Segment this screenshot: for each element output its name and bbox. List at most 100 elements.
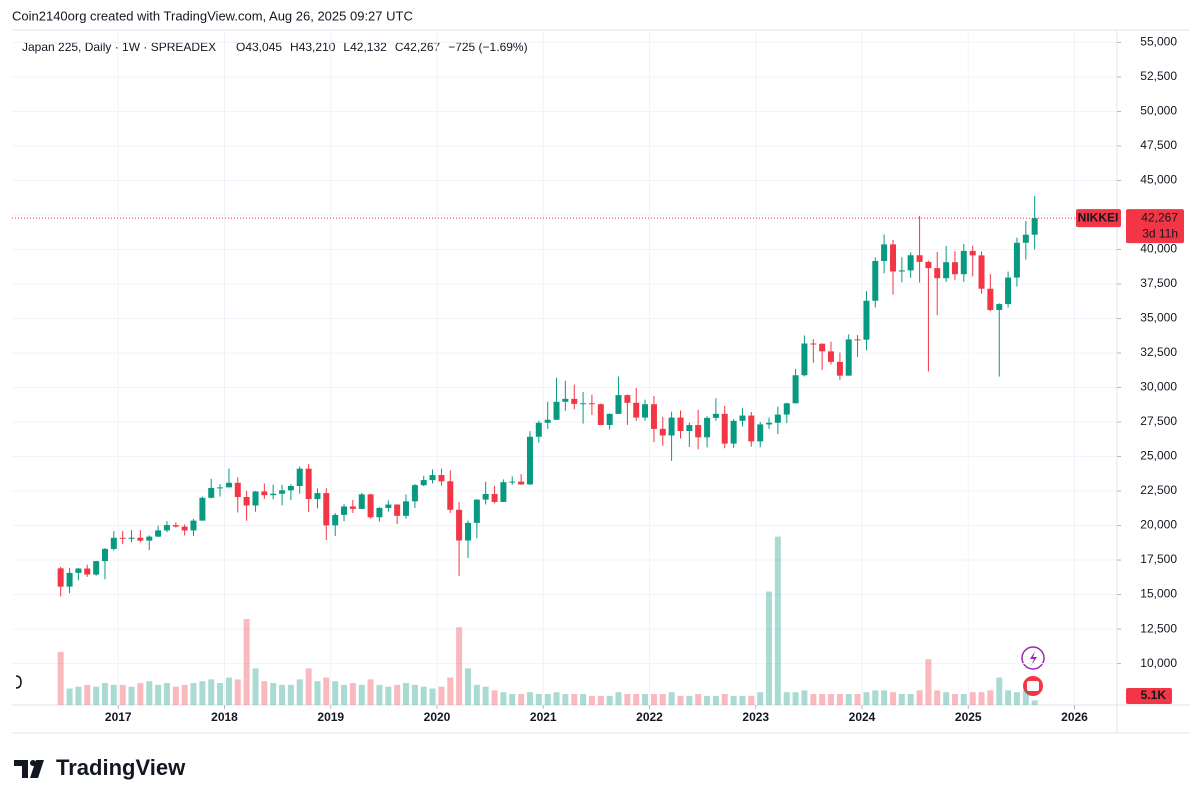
candle-body (146, 536, 153, 541)
candle-body (686, 425, 693, 432)
volume-bar (704, 695, 711, 705)
candle-body (783, 403, 790, 415)
candle-body (332, 514, 339, 526)
candle-body (234, 482, 241, 498)
candle-body (934, 268, 941, 279)
y-tick-label: 37,500 (1140, 276, 1177, 290)
volume-bar (358, 684, 365, 705)
volume-bar (429, 688, 436, 705)
volume-bar (827, 694, 834, 705)
candle-body (712, 413, 719, 418)
volume-bar (819, 694, 826, 705)
volume-bar (217, 683, 224, 705)
candle-body (181, 526, 188, 531)
y-tick-label: 47,500 (1140, 138, 1177, 152)
y-tick-label: 32,500 (1140, 345, 1177, 359)
volume-bar (951, 694, 958, 705)
volume-bar (987, 690, 994, 705)
legend-title: Japan 225, Daily · 1W · SPREADEX (22, 40, 216, 54)
candle-body (730, 420, 737, 444)
candle-body (473, 499, 480, 523)
candle-body (996, 304, 1003, 310)
brand: TradingView (56, 755, 186, 780)
volume-bar (75, 686, 82, 705)
x-tick-label: 2019 (317, 710, 344, 724)
volume-bar (686, 695, 693, 705)
volume-bar (721, 694, 728, 705)
candle-body (943, 262, 950, 279)
volume-bar (394, 684, 401, 705)
volume-bar (996, 677, 1003, 705)
x-tick-label: 2025 (955, 710, 982, 724)
candle-body (110, 537, 117, 549)
candle-body (898, 270, 905, 272)
volume-bar (1013, 692, 1020, 705)
y-tick-label: 52,500 (1140, 69, 1177, 83)
candle-body (296, 468, 303, 487)
volume-bar (677, 695, 684, 705)
candle-body (1031, 218, 1038, 235)
volume-bar (261, 681, 268, 705)
volume-label: 5.1K (1141, 688, 1167, 702)
candle-body (633, 402, 640, 418)
volume-bar (420, 686, 427, 705)
volume-bar (438, 686, 445, 705)
candle-body (562, 398, 569, 402)
volume-bar (526, 692, 533, 705)
y-tick-label: 30,000 (1140, 380, 1177, 394)
volume-bar (349, 683, 356, 705)
volume-bar (296, 679, 303, 705)
y-tick-label: 20,000 (1140, 518, 1177, 532)
x-tick-label: 2026 (1061, 710, 1088, 724)
volume-bar (279, 684, 286, 705)
volume-bar (1005, 690, 1012, 705)
volume-bar (562, 694, 569, 705)
volume-toggle[interactable] (15, 675, 22, 689)
candle-body (890, 244, 897, 272)
candle-body (270, 493, 277, 496)
volume-bar (163, 683, 170, 705)
volume-bar (739, 695, 746, 705)
y-tick-label: 35,000 (1140, 311, 1177, 325)
y-tick-label: 12,500 (1140, 621, 1177, 635)
candle-body (960, 250, 967, 275)
volume-bar (518, 694, 525, 705)
candle-body (766, 422, 773, 425)
volume-bar (367, 679, 374, 705)
volume-bar (57, 651, 64, 705)
event-icon-bolt (1030, 651, 1037, 666)
candle-body (261, 491, 268, 496)
volume-bar (810, 694, 817, 705)
candle-body (252, 491, 259, 506)
y-tick-label: 15,000 (1140, 587, 1177, 601)
price-label: 42,267 (1141, 210, 1178, 224)
volume-bar (93, 686, 100, 705)
candle-body (588, 403, 595, 405)
candle-body (190, 520, 197, 531)
volume-bar (500, 692, 507, 705)
volume-bar (695, 694, 702, 705)
volume-bar (128, 686, 135, 705)
volume-bar (712, 695, 719, 705)
candle-body (978, 255, 985, 289)
y-tick-label: 17,500 (1140, 552, 1177, 566)
volume-bar (642, 694, 649, 705)
candle-body (677, 417, 684, 432)
candle-body (553, 401, 560, 420)
volume-bar (146, 681, 153, 705)
price-label-box (1126, 209, 1184, 244)
candle-body (518, 481, 525, 485)
volume-bar (836, 694, 843, 705)
candle-body (819, 343, 826, 352)
logo: TradingView (14, 755, 186, 780)
volume-bar (110, 684, 117, 705)
x-tick-label: 2024 (849, 710, 876, 724)
volume-bar (606, 695, 613, 705)
candle-body (792, 375, 799, 404)
candle-body (535, 422, 542, 437)
candle-body (836, 361, 843, 376)
flag-icon-inner (1027, 681, 1039, 691)
volume-bar (650, 694, 657, 705)
candle-body (739, 415, 746, 421)
candle-body (287, 486, 294, 491)
